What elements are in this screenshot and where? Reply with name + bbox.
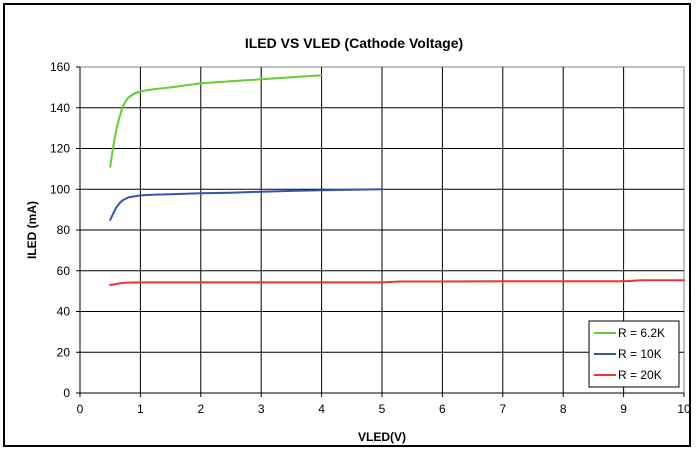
y-tick-label: 0 xyxy=(63,386,70,400)
y-tick-label: 100 xyxy=(50,182,70,196)
y-tick-label: 140 xyxy=(50,101,70,115)
y-axis-title: ILED (mA) xyxy=(25,201,39,259)
series-line-0 xyxy=(109,74,323,168)
x-tick-label: 5 xyxy=(379,402,386,416)
x-tick-label: 2 xyxy=(197,402,204,416)
series-lines xyxy=(109,74,685,286)
y-tick-label: 40 xyxy=(57,305,71,319)
x-tick-label: 1 xyxy=(137,402,144,416)
legend-label-0: R = 6.2K xyxy=(618,326,665,340)
x-axis-title: VLED(V) xyxy=(358,430,406,444)
x-tick-label: 6 xyxy=(439,402,446,416)
x-tick-label: 4 xyxy=(318,402,325,416)
x-tick-label: 8 xyxy=(560,402,567,416)
y-tick-label: 80 xyxy=(57,223,71,237)
legend-label-1: R = 10K xyxy=(618,347,662,361)
chart-title: ILED VS VLED (Cathode Voltage) xyxy=(245,35,463,51)
x-tick-label: 9 xyxy=(620,402,627,416)
x-tick-label: 7 xyxy=(499,402,506,416)
x-tick-label: 0 xyxy=(77,402,84,416)
y-tick-label: 60 xyxy=(57,264,71,278)
y-tick-label: 20 xyxy=(57,345,71,359)
x-tick-label: 10 xyxy=(677,402,691,416)
x-tick-label: 3 xyxy=(258,402,265,416)
legend-label-2: R = 20K xyxy=(618,368,662,382)
series-line-2 xyxy=(109,279,685,286)
series-line-1 xyxy=(109,188,383,221)
y-tick-label: 120 xyxy=(50,142,70,156)
y-tick-label: 160 xyxy=(50,60,70,74)
legend: R = 6.2K R = 10K R = 20K xyxy=(588,320,680,388)
